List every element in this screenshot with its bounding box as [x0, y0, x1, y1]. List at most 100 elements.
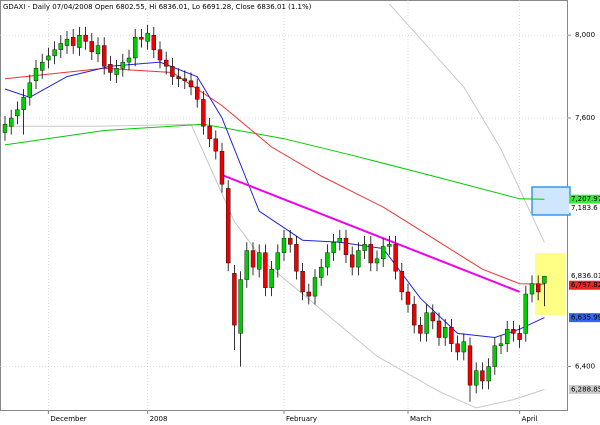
candle-body — [281, 237, 287, 253]
price-label: 6,797.82 — [571, 281, 600, 289]
candle-body — [529, 283, 535, 295]
candle-body — [95, 45, 101, 55]
candle-body — [33, 68, 39, 81]
candles — [2, 24, 547, 402]
candle-body — [132, 37, 138, 59]
candle-body — [194, 86, 200, 100]
candle-body — [263, 252, 268, 289]
candle-body — [492, 345, 497, 367]
line-series — [4, 123, 545, 200]
line-series — [4, 61, 545, 339]
candle-body — [238, 279, 243, 334]
line-series — [5, 123, 545, 409]
candle-body — [201, 99, 206, 127]
candle-body — [343, 237, 349, 255]
candle-body — [8, 117, 14, 127]
price-label-bg — [569, 271, 600, 281]
candle-body — [77, 35, 82, 48]
candle-body — [244, 250, 250, 280]
chart-title: GDAXI - Daily 07/04/2008 Open 6802.55, H… — [3, 3, 312, 11]
price-label: 7,207.97 — [571, 195, 600, 203]
candle-body — [350, 254, 355, 268]
y-tick-label: 6,400 — [575, 363, 595, 371]
candle-body — [170, 66, 175, 77]
candle-body — [312, 277, 318, 297]
candle-body — [288, 237, 293, 245]
candle-body — [362, 244, 367, 251]
x-tick-label: 2008 — [150, 415, 168, 423]
price-label: 7,183.6 — [571, 204, 598, 212]
candle-body — [257, 252, 262, 270]
candle-body — [52, 49, 57, 57]
candle-body — [517, 333, 522, 340]
candle-body — [225, 188, 231, 264]
candle-body — [430, 312, 435, 322]
candle-body — [182, 78, 188, 81]
candle-body — [306, 291, 311, 297]
candle-body — [399, 271, 404, 293]
price-label: 6,288.85 — [571, 386, 600, 394]
candle-body — [443, 326, 448, 338]
candle-body — [542, 276, 547, 284]
candle-body — [368, 244, 373, 264]
candle-body — [461, 341, 466, 353]
candle-body — [393, 244, 398, 272]
candle-body — [58, 43, 63, 50]
candle-body — [387, 244, 392, 247]
price-label-bg — [569, 385, 600, 395]
candle-body — [157, 49, 163, 61]
candle-body — [436, 320, 442, 338]
candle-body — [120, 61, 126, 69]
y-tick-label: 7,600 — [575, 114, 595, 122]
price-label: 6,635.99 — [571, 314, 600, 322]
axis: 6,400 7,600 8,000 December 2008 February March… — [47, 31, 600, 423]
candle-body — [412, 304, 417, 326]
candle-body — [163, 59, 169, 67]
highlight-box — [531, 186, 571, 216]
candle-body — [139, 37, 144, 40]
candle-body — [101, 45, 107, 67]
y-tick-label: 8,000 — [575, 31, 595, 39]
line-series — [221, 174, 520, 293]
candle-body — [467, 345, 473, 386]
candle-body — [536, 283, 541, 293]
candle-body — [449, 326, 454, 344]
candle-body — [294, 244, 299, 272]
price-label-bg — [569, 280, 600, 290]
candle-body — [188, 80, 194, 88]
x-tick-label: March — [410, 415, 431, 423]
candle-body — [455, 343, 460, 353]
candle-body — [2, 124, 8, 133]
candle-body — [151, 35, 157, 50]
price-label-bg — [569, 313, 600, 323]
x-tick-label: April — [522, 415, 538, 423]
candle-body — [474, 370, 479, 386]
candle-body — [213, 138, 219, 152]
candle-body — [325, 252, 330, 268]
candle-body — [114, 68, 119, 75]
candle-body — [207, 126, 212, 139]
candle-body — [356, 250, 361, 268]
candle-body — [381, 246, 386, 260]
candle-body — [269, 268, 274, 289]
candle-body — [331, 242, 336, 253]
candle-body — [70, 37, 76, 46]
price-label: 6,836.01 — [571, 272, 600, 280]
x-tick-label: February — [286, 415, 317, 423]
candle-body — [108, 63, 113, 73]
grid — [0, 0, 568, 410]
candle-body — [511, 329, 516, 334]
x-tick-label: December — [50, 415, 86, 423]
line-series — [389, 3, 545, 243]
candle-body — [40, 61, 45, 71]
price-label-bg — [569, 203, 600, 213]
candle-body — [219, 150, 225, 185]
candle-body — [126, 57, 132, 63]
line-series — [4, 67, 545, 285]
candle-body — [64, 39, 70, 46]
candle-body — [83, 35, 88, 42]
candle-body — [89, 41, 95, 52]
candle-body — [232, 273, 237, 326]
